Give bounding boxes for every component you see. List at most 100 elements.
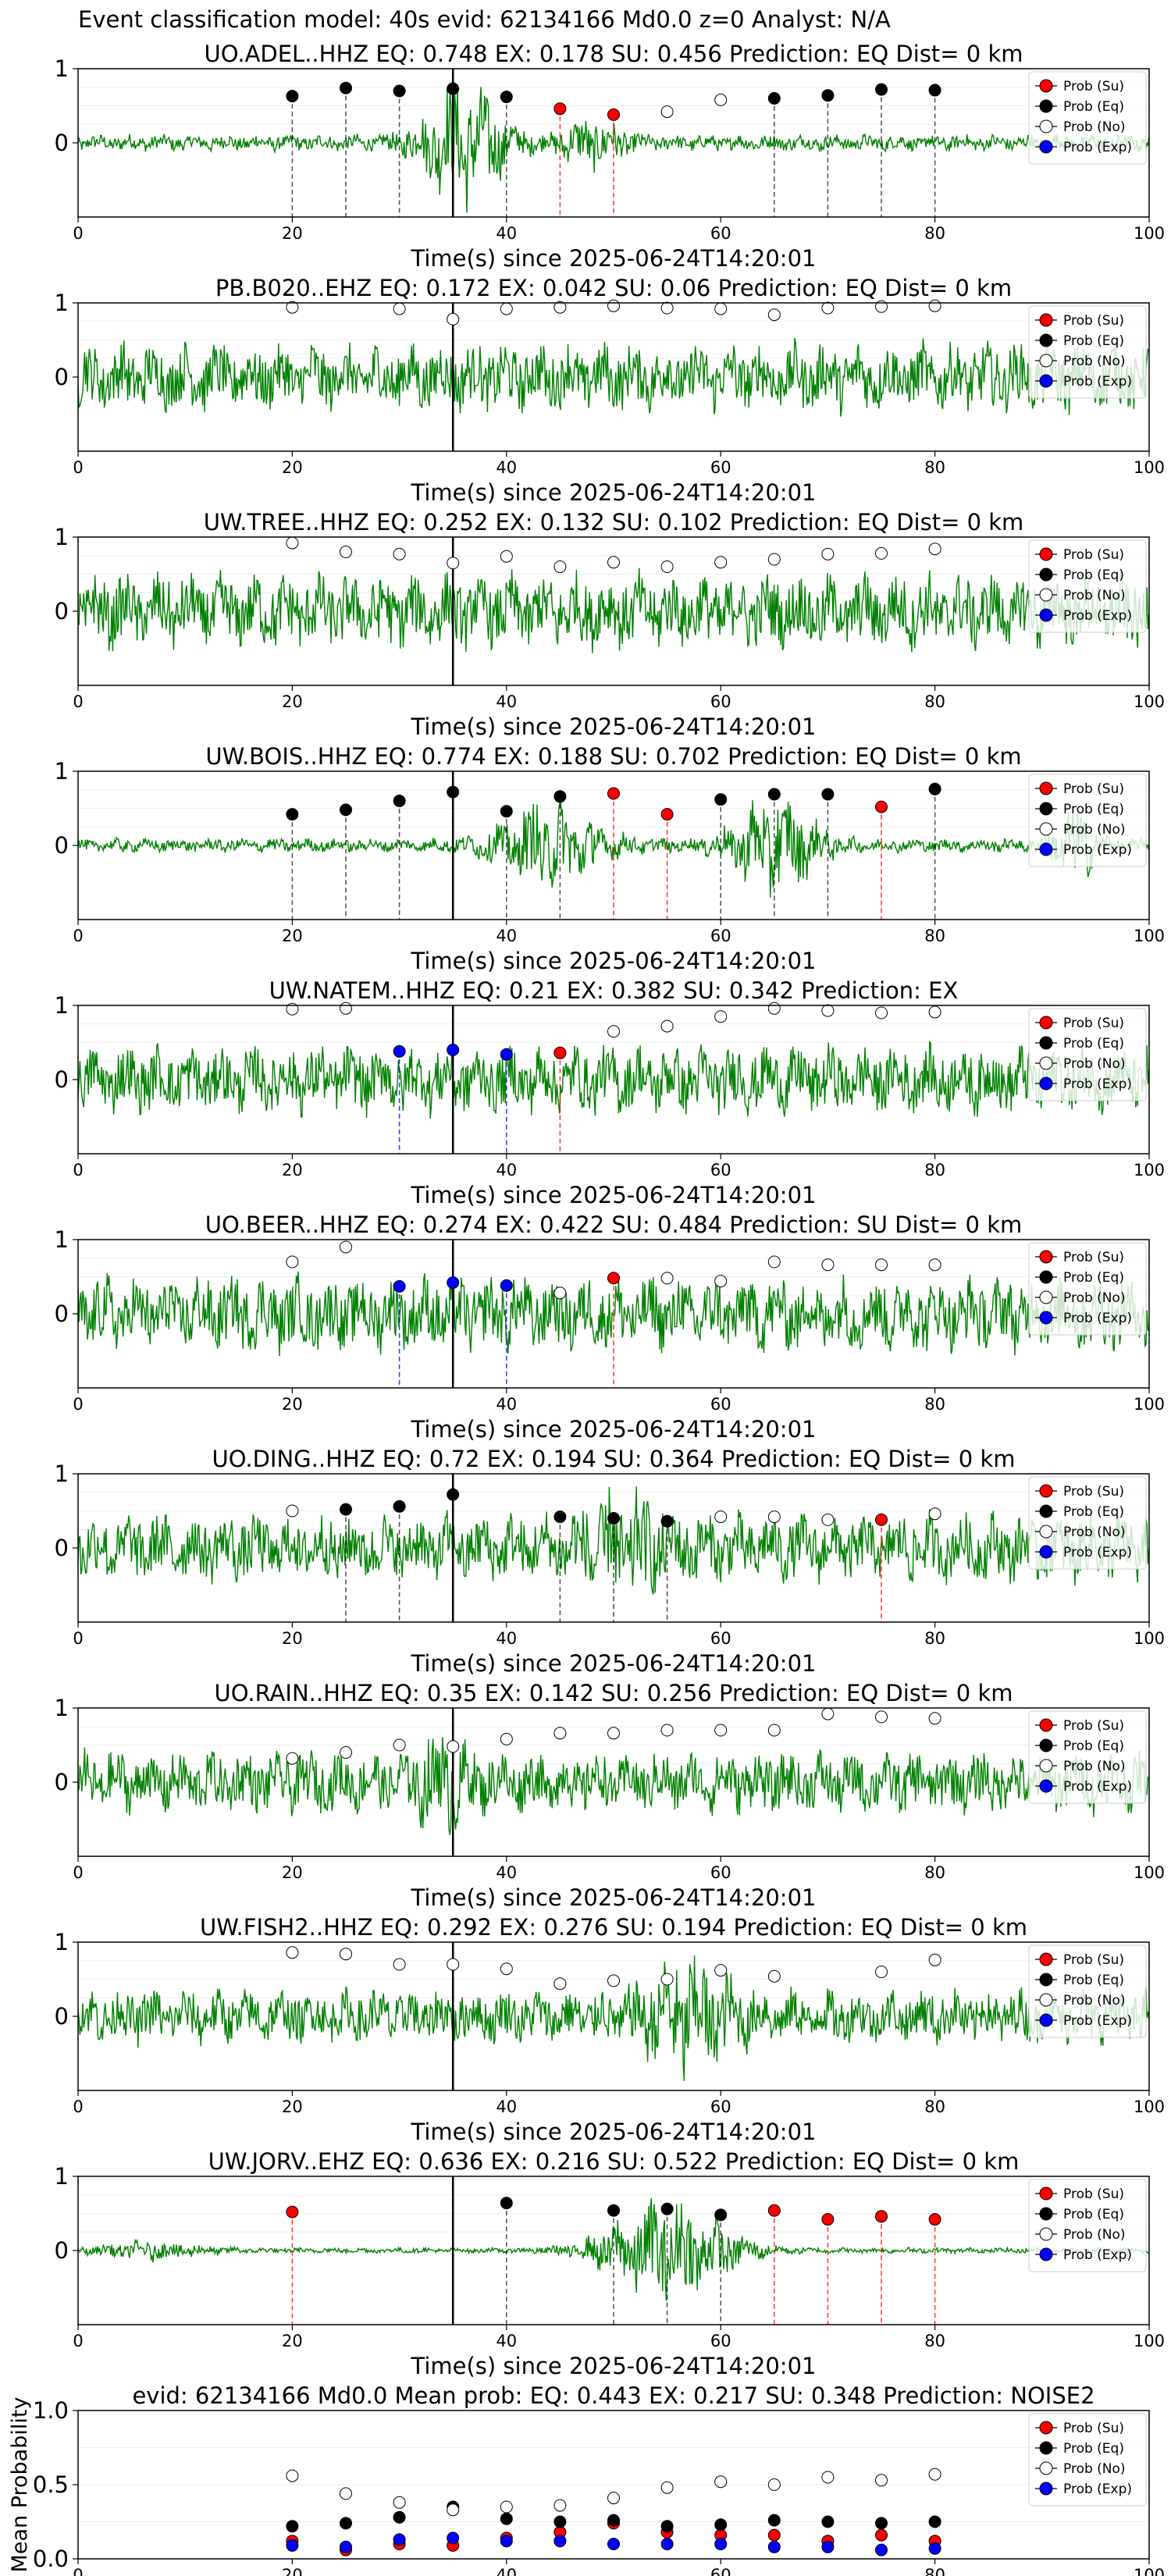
legend-marker: [1039, 99, 1053, 113]
x-tick-label: 100: [1134, 2332, 1165, 2350]
legend-label: Prob (No): [1063, 1993, 1126, 2008]
prob-marker-no: [821, 1513, 835, 1526]
legend-marker: [1039, 1290, 1053, 1304]
mean-marker-no: [340, 2487, 352, 2500]
x-tick-label: 80: [924, 2097, 945, 2116]
y-tick-label: 0.5: [33, 2471, 69, 2498]
legend-marker: [1039, 2461, 1053, 2475]
prob-marker-no: [447, 557, 460, 570]
mean-marker-eq: [660, 2520, 674, 2533]
panel-title: evid: 62134166 Md0.0 Mean prob: EQ: 0.44…: [132, 2382, 1094, 2409]
prob-marker-no: [767, 1510, 781, 1524]
x-tick-label: 20: [282, 1395, 303, 1414]
prob-marker-no: [286, 301, 299, 314]
legend-label: Prob (Eq): [1063, 1738, 1124, 1754]
waveform-trace: [77, 2198, 1149, 2301]
x-tick-label: 40: [496, 1395, 517, 1414]
prob-marker-eq: [393, 795, 406, 807]
prob-marker-su: [607, 787, 620, 800]
prob-marker-no: [928, 299, 941, 312]
mean-marker-exp: [393, 2533, 406, 2546]
x-tick-label: 40: [496, 2332, 517, 2350]
mean-marker-no: [714, 2475, 728, 2489]
prob-marker-no: [607, 1025, 620, 1038]
legend-marker: [1039, 802, 1053, 816]
mean-marker-su: [767, 2528, 781, 2542]
x-tick-label: 100: [1134, 692, 1165, 711]
legend-marker: [1039, 140, 1053, 154]
prob-marker-no: [500, 550, 513, 563]
prob-marker-no: [660, 105, 674, 119]
mean-probability-panel: evid: 62134166 Md0.0 Mean prob: EQ: 0.44…: [8, 2382, 1165, 2576]
y-tick-label: 1: [55, 55, 69, 82]
prob-marker-eq: [447, 785, 460, 799]
legend-label: Prob (No): [1063, 588, 1126, 603]
y-tick-label: 0: [55, 364, 69, 390]
x-tick-label: 40: [496, 692, 517, 711]
prob-marker-no: [660, 301, 674, 315]
x-tick-label: 0: [73, 692, 83, 711]
x-tick-label: 40: [496, 1161, 517, 1179]
legend-label: Prob (Eq): [1063, 99, 1124, 115]
y-tick-label: 1: [55, 1461, 69, 1487]
prob-marker-no: [928, 1953, 941, 1966]
legend-label: Prob (Eq): [1063, 2441, 1124, 2457]
panel-title: PB.B020..EHZ EQ: 0.172 EX: 0.042 SU: 0.0…: [215, 275, 1012, 301]
y-tick-label: 0: [55, 598, 69, 624]
prob-marker-no: [821, 1258, 835, 1272]
legend-label: Prob (Exp): [1063, 1076, 1132, 1092]
x-tick-label: 80: [924, 1629, 945, 1648]
prob-marker-no: [767, 1255, 781, 1268]
prob-marker-no: [553, 1727, 567, 1740]
legend: [1028, 774, 1147, 867]
x-tick-label: 60: [710, 2332, 731, 2350]
y-tick-label: 0: [55, 2237, 69, 2264]
mean-marker-no: [767, 2478, 781, 2491]
x-tick-label: 20: [282, 1863, 303, 1882]
mean-marker-eq: [607, 2514, 620, 2527]
prob-marker-no: [928, 1258, 941, 1272]
x-tick-label: 80: [924, 927, 945, 945]
x-tick-label: 80: [924, 2566, 945, 2576]
station-panel: UO.RAIN..HHZ EQ: 0.35 EX: 0.142 SU: 0.25…: [55, 1680, 1166, 1911]
figure-title: Event classification model: 40s evid: 62…: [78, 6, 891, 33]
x-tick-label: 20: [282, 927, 303, 945]
mean-marker-exp: [340, 2540, 352, 2553]
prob-marker-no: [660, 1973, 674, 1986]
legend-label: Prob (Su): [1063, 781, 1124, 797]
legend-label: Prob (Su): [1063, 1718, 1124, 1734]
x-tick-label: 100: [1134, 458, 1165, 477]
panel-title: UO.DING..HHZ EQ: 0.72 EX: 0.194 SU: 0.36…: [212, 1446, 1015, 1472]
prob-marker-su: [767, 2204, 781, 2217]
legend-marker: [1039, 1270, 1053, 1284]
y-tick-label: 0.0: [33, 2546, 69, 2572]
legend-marker: [1039, 2227, 1053, 2241]
prob-marker-no: [286, 536, 299, 550]
prob-marker-no: [821, 1004, 835, 1017]
prob-marker-no: [928, 543, 941, 556]
prob-marker-su: [607, 1272, 620, 1285]
prob-marker-no: [714, 93, 728, 106]
panel-title: UO.ADEL..HHZ EQ: 0.748 EX: 0.178 SU: 0.4…: [204, 41, 1023, 67]
prob-marker-su: [928, 2213, 941, 2226]
x-tick-label: 0: [73, 2097, 83, 2116]
mean-marker-exp: [767, 2540, 781, 2553]
x-tick-label: 100: [1134, 1161, 1165, 1179]
prob-marker-su: [875, 800, 888, 813]
x-tick-label: 100: [1134, 1863, 1165, 1882]
prob-marker-eq: [286, 808, 299, 821]
x-axis-label: Time(s) since 2025-06-24T14:20:01: [411, 1650, 817, 1677]
legend-label: Prob (Eq): [1063, 333, 1124, 349]
mean-marker-exp: [875, 2543, 888, 2556]
panel-title: UW.FISH2..HHZ EQ: 0.292 EX: 0.276 SU: 0.…: [200, 1914, 1027, 1941]
prob-marker-no: [393, 547, 406, 560]
x-axis-label: Time(s) since 2025-06-24T14:20:01: [411, 713, 817, 740]
panel-title: UO.BEER..HHZ EQ: 0.274 EX: 0.422 SU: 0.4…: [205, 1212, 1023, 1238]
legend-marker: [1039, 2441, 1053, 2455]
legend-marker: [1039, 2207, 1053, 2221]
x-tick-label: 40: [496, 1629, 517, 1648]
legend-marker: [1039, 1525, 1053, 1539]
x-tick-label: 40: [496, 927, 517, 945]
x-tick-label: 60: [710, 927, 731, 945]
mean-marker-eq: [340, 2517, 352, 2530]
